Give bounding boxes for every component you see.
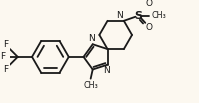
Text: N: N: [88, 34, 95, 43]
Text: F: F: [3, 65, 8, 74]
Text: O: O: [146, 23, 153, 32]
Text: O: O: [146, 0, 153, 8]
Text: N: N: [116, 11, 123, 20]
Text: S: S: [134, 11, 142, 21]
Text: CH₃: CH₃: [83, 81, 98, 90]
Text: N: N: [103, 66, 110, 75]
Text: F: F: [0, 52, 5, 61]
Text: F: F: [3, 40, 8, 49]
Text: CH₃: CH₃: [151, 11, 166, 20]
